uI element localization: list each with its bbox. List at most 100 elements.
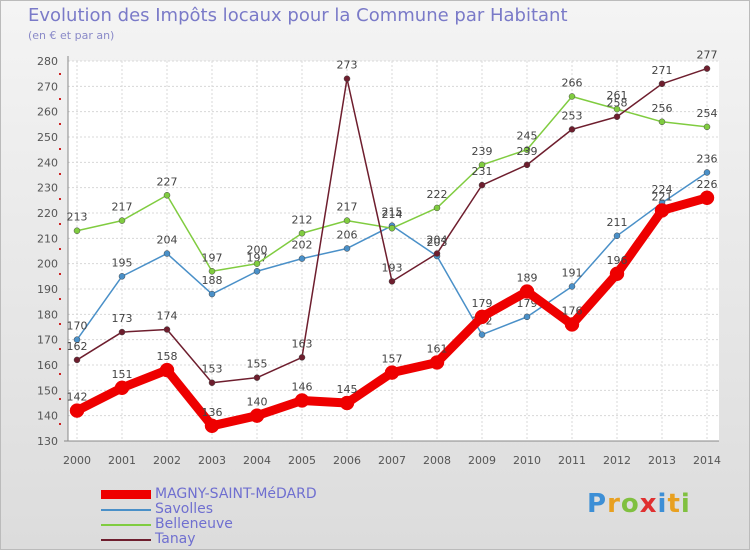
data-point-savolles	[343, 245, 351, 252]
y-tick-label: 150	[37, 384, 58, 397]
logo-letter: i	[680, 489, 691, 519]
legend-label: MAGNY-SAINT-MéDARD	[155, 486, 317, 502]
data-point-tanay	[73, 356, 81, 364]
data-point-savolles	[163, 250, 171, 257]
data-point-tanay	[703, 65, 711, 72]
y-tick-label: 180	[37, 308, 58, 321]
chart-subtitle: (en € et par an)	[28, 29, 115, 42]
data-label-magny-saint-m-dard: 157	[382, 353, 403, 366]
data-label-tanay: 155	[247, 358, 268, 371]
data-label-tanay: 253	[562, 109, 583, 122]
data-label-magny-saint-m-dard: 221	[652, 190, 673, 203]
data-label-savolles: 215	[382, 206, 403, 219]
y-tick-label: 130	[37, 435, 58, 448]
x-tick-label: 2005	[288, 454, 316, 467]
logo-letter: t	[667, 489, 681, 519]
axis-marker	[59, 173, 61, 175]
data-label-magny-saint-m-dard: 176	[562, 304, 583, 317]
data-point-belleneuve	[163, 192, 171, 199]
y-tick-label: 260	[37, 106, 58, 119]
data-label-savolles: 224	[652, 183, 673, 196]
data-point-tanay	[298, 354, 306, 361]
x-tick-label: 2010	[513, 454, 541, 467]
data-point-tanay	[118, 328, 126, 336]
data-label-savolles: 170	[67, 320, 88, 333]
axis-marker	[59, 223, 61, 225]
axis-marker	[59, 423, 61, 425]
data-point-savolles	[613, 232, 621, 240]
logo-letter: P	[587, 489, 608, 519]
legend-label: Savolles	[155, 501, 214, 517]
data-label-magny-saint-m-dard: 145	[337, 383, 358, 396]
data-label-magny-saint-m-dard: 161	[427, 342, 448, 355]
data-label-belleneuve: 212	[292, 213, 313, 226]
data-label-savolles: 206	[337, 228, 358, 241]
logo-letter: o	[620, 489, 640, 519]
data-label-belleneuve: 254	[697, 107, 718, 120]
data-point-tanay	[478, 181, 486, 189]
data-label-magny-saint-m-dard: 189	[517, 272, 538, 285]
data-point-magny-saint-m-dard	[384, 365, 400, 380]
data-label-savolles: 188	[202, 274, 223, 287]
data-label-magny-saint-m-dard: 151	[112, 368, 133, 381]
data-point-savolles	[118, 273, 126, 280]
data-point-belleneuve	[613, 105, 621, 113]
data-point-magny-saint-m-dard	[159, 362, 175, 378]
x-tick-label: 2006	[333, 454, 361, 467]
data-point-belleneuve	[253, 260, 261, 267]
data-point-belleneuve	[523, 146, 531, 153]
data-label-savolles: 195	[112, 256, 133, 269]
chart-title: Evolution des Impôts locaux pour la Comm…	[28, 5, 568, 26]
data-point-magny-saint-m-dard	[564, 317, 580, 332]
data-label-belleneuve: 214	[382, 208, 403, 221]
data-label-tanay: 231	[472, 165, 493, 178]
legend-item: Belleneuve	[101, 517, 317, 532]
y-tick-label: 220	[37, 207, 58, 220]
data-point-belleneuve	[703, 123, 711, 131]
data-label-savolles: 204	[157, 234, 178, 247]
x-tick-label: 2014	[693, 454, 721, 467]
x-tick-label: 2002	[153, 454, 181, 467]
data-label-belleneuve: 245	[517, 130, 538, 143]
x-tick-label: 2008	[423, 454, 451, 467]
y-tick-label: 170	[37, 334, 58, 347]
axis-marker	[59, 348, 61, 350]
data-point-magny-saint-m-dard	[69, 403, 85, 418]
data-label-tanay: 277	[697, 49, 718, 62]
data-label-belleneuve: 261	[607, 89, 628, 102]
data-point-belleneuve	[478, 161, 486, 169]
legend-item: Savolles	[101, 502, 317, 517]
x-tick-label: 2012	[603, 454, 631, 467]
data-label-tanay: 163	[292, 337, 313, 350]
axis-marker	[59, 373, 61, 375]
x-tick-label: 2007	[378, 454, 406, 467]
legend-item: MAGNY-SAINT-MéDARD	[101, 487, 317, 502]
data-point-savolles	[298, 255, 306, 262]
data-label-tanay: 239	[517, 145, 538, 158]
legend-swatch	[101, 490, 151, 499]
axis-marker	[59, 323, 61, 325]
axis-marker	[59, 73, 61, 75]
legend-swatch	[101, 523, 151, 526]
data-point-belleneuve	[658, 118, 666, 126]
logo-letter: x	[639, 489, 658, 519]
data-label-magny-saint-m-dard: 136	[202, 406, 223, 419]
data-point-belleneuve	[208, 268, 216, 275]
x-tick-label: 2004	[243, 454, 271, 467]
proxiti-logo: Proxiti	[587, 489, 691, 519]
data-point-magny-saint-m-dard	[339, 395, 355, 411]
data-point-savolles	[703, 169, 711, 176]
data-label-magny-saint-m-dard: 146	[292, 380, 313, 393]
x-tick-label: 2000	[63, 454, 91, 467]
data-point-magny-saint-m-dard	[519, 284, 535, 299]
y-tick-label: 250	[37, 131, 58, 144]
data-label-tanay: 162	[67, 340, 88, 353]
axis-marker	[59, 98, 61, 100]
data-label-savolles: 202	[292, 239, 313, 252]
data-label-belleneuve: 222	[427, 188, 448, 201]
y-tick-label: 140	[37, 410, 58, 423]
data-point-savolles	[478, 331, 486, 338]
logo-letter: i	[657, 489, 668, 519]
y-tick-label: 240	[37, 156, 58, 169]
